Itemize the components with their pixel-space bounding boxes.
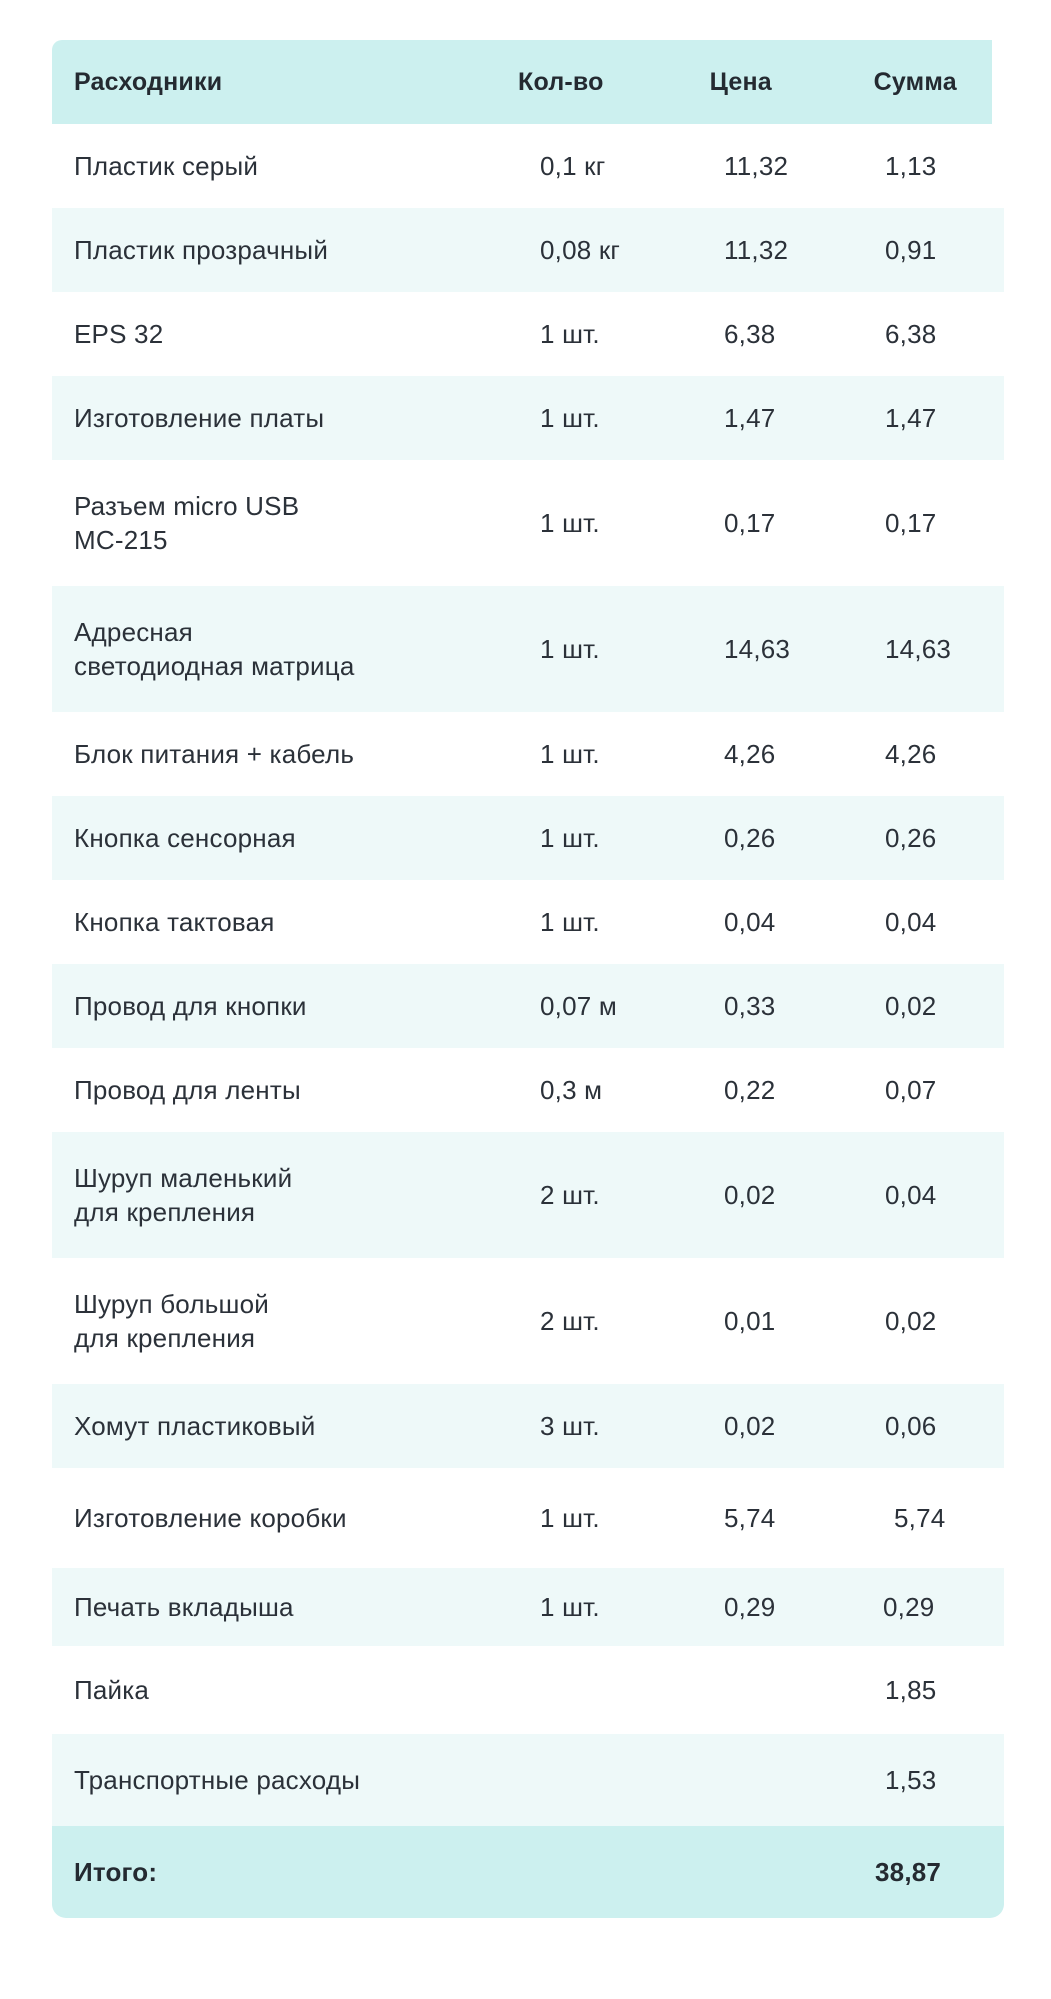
item-price: 4,26 [724, 739, 776, 769]
item-name: Разъем micro USB MC-215 [74, 491, 300, 555]
item-name: Провод для кнопки [74, 991, 307, 1021]
item-name: Пластик серый [74, 151, 259, 181]
item-sum: 4,26 [885, 739, 937, 769]
item-sum: 14,63 [885, 634, 952, 664]
item-sum: 0,26 [885, 823, 937, 853]
item-sum: 1,53 [885, 1765, 937, 1795]
item-sum: 1,47 [885, 403, 937, 433]
table-row: Хомут пластиковый 3 шт. 0,02 0,06 [52, 1384, 1004, 1468]
item-qty: 1 шт. [540, 1503, 600, 1533]
item-name: Провод для ленты [74, 1075, 301, 1105]
item-price: 0,04 [724, 907, 776, 937]
item-sum: 0,02 [885, 1306, 937, 1336]
table-row: Шуруп большой для крепления 2 шт. 0,01 0… [52, 1258, 1004, 1384]
item-name: Изготовление коробки [74, 1503, 347, 1533]
table-row: Транспортные расходы 1,53 [52, 1734, 1004, 1826]
table-row: Адресная светодиодная матрица 1 шт. 14,6… [52, 586, 1004, 712]
item-sum: 0,04 [885, 1180, 937, 1210]
item-price: 0,33 [724, 991, 776, 1021]
item-sum: 0,07 [885, 1075, 937, 1105]
item-qty: 0,3 м [540, 1075, 603, 1105]
item-name: Шуруп маленький для крепления [74, 1163, 293, 1227]
table-row: Пластик прозрачный 0,08 кг 11,32 0,91 [52, 208, 1004, 292]
item-price: 14,63 [724, 634, 791, 664]
item-price: 0,17 [724, 508, 776, 538]
item-name: Транспортные расходы [74, 1765, 361, 1795]
item-name: Адресная светодиодная матрица [74, 617, 355, 681]
table-row: EPS 32 1 шт. 6,38 6,38 [52, 292, 1004, 376]
table-header: Расходники Кол-во Цена Сумма [52, 40, 992, 124]
header-name: Расходники [74, 68, 223, 96]
item-name: Кнопка тактовая [74, 907, 275, 937]
table-row: Изготовление коробки 1 шт. 5,74 5,74 [52, 1468, 1004, 1568]
item-qty: 2 шт. [540, 1306, 600, 1336]
item-qty: 1 шт. [540, 739, 600, 769]
item-name: Шуруп большой для крепления [74, 1289, 269, 1353]
table-row: Разъем micro USB MC-215 1 шт. 0,17 0,17 [52, 460, 1004, 586]
item-name: Печать вкладыша [74, 1592, 294, 1622]
item-sum: 1,85 [885, 1675, 937, 1705]
item-price: 1,47 [724, 403, 776, 433]
table-row: Кнопка сенсорная 1 шт. 0,26 0,26 [52, 796, 1004, 880]
item-price: 0,26 [724, 823, 776, 853]
item-price: 0,01 [724, 1306, 776, 1336]
table-row: Печать вкладыша 1 шт. 0,29 0,29 [52, 1568, 1004, 1646]
table-row: Шуруп маленький для крепления 2 шт. 0,02… [52, 1132, 1004, 1258]
item-sum: 0,04 [885, 907, 937, 937]
item-price: 0,22 [724, 1075, 776, 1105]
table-row: Провод для кнопки 0,07 м 0,33 0,02 [52, 964, 1004, 1048]
table-row: Провод для ленты 0,3 м 0,22 0,07 [52, 1048, 1004, 1132]
header-price: Цена [709, 68, 772, 96]
table-row: Пайка 1,85 [52, 1646, 1004, 1734]
item-name: Пластик прозрачный [74, 235, 329, 265]
item-qty: 2 шт. [540, 1180, 600, 1210]
item-name: EPS 32 [74, 319, 164, 349]
item-qty: 0,07 м [540, 991, 617, 1021]
item-name: Пайка [74, 1675, 150, 1705]
table-row: Блок питания + кабель 1 шт. 4,26 4,26 [52, 712, 1004, 796]
item-qty: 1 шт. [540, 907, 600, 937]
item-qty: 0,08 кг [540, 235, 621, 265]
item-price: 0,29 [724, 1592, 776, 1622]
item-qty: 3 шт. [540, 1411, 600, 1441]
item-price: 5,74 [724, 1503, 776, 1533]
item-sum: 0,91 [885, 235, 937, 265]
item-price: 11,32 [724, 235, 789, 265]
item-qty: 1 шт. [540, 403, 600, 433]
item-sum: 1,13 [885, 151, 937, 181]
item-sum: 6,38 [885, 319, 937, 349]
item-sum: 0,29 [883, 1592, 935, 1622]
item-name: Блок питания + кабель [74, 739, 355, 769]
item-qty: 1 шт. [540, 508, 600, 538]
item-qty: 1 шт. [540, 1592, 600, 1622]
header-sum: Сумма [873, 68, 957, 96]
table-row: Пластик серый 0,1 кг 11,32 1,13 [52, 124, 1004, 208]
header-qty: Кол-во [518, 68, 604, 96]
item-price: 0,02 [724, 1180, 776, 1210]
item-qty: 1 шт. [540, 319, 600, 349]
table-row: Изготовление платы 1 шт. 1,47 1,47 [52, 376, 1004, 460]
item-sum: 0,06 [885, 1411, 937, 1441]
item-name: Хомут пластиковый [74, 1411, 316, 1441]
item-qty: 1 шт. [540, 823, 600, 853]
total-label: Итого: [74, 1857, 158, 1887]
item-price: 11,32 [724, 151, 789, 181]
item-qty: 0,1 кг [540, 151, 606, 181]
item-qty: 1 шт. [540, 634, 600, 664]
item-price: 0,02 [724, 1411, 776, 1441]
total-sum: 38,87 [875, 1857, 942, 1887]
item-sum: 0,17 [885, 508, 937, 538]
table-row: Кнопка тактовая 1 шт. 0,04 0,04 [52, 880, 1004, 964]
expense-table: Расходники Кол-во Цена Сумма Пластик сер… [52, 40, 1004, 1918]
total-row: Итого: 38,87 [52, 1826, 1004, 1918]
item-name: Кнопка сенсорная [74, 823, 296, 853]
item-name: Изготовление платы [74, 403, 325, 433]
item-sum: 0,02 [885, 991, 937, 1021]
item-sum: 5,74 [894, 1503, 946, 1533]
item-price: 6,38 [724, 319, 776, 349]
